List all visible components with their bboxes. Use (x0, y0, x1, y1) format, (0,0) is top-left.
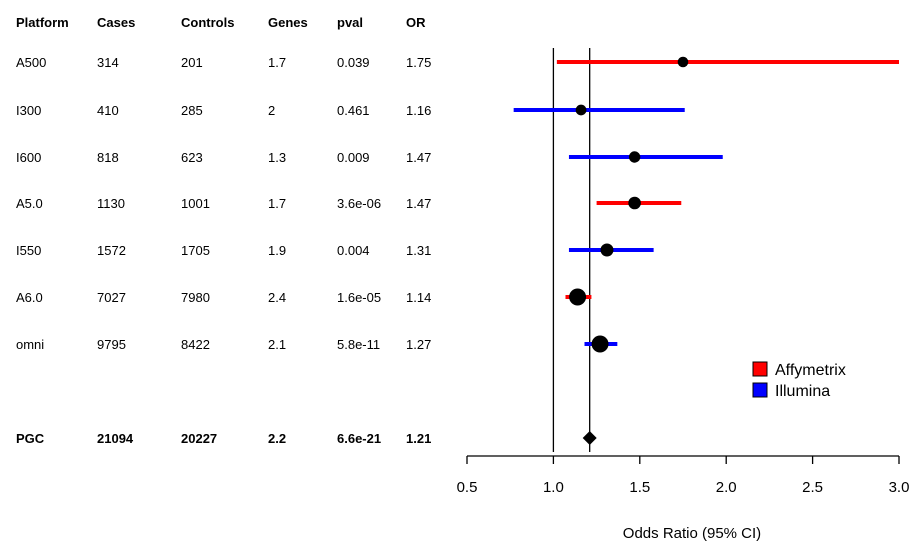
table-cell-pval: 0.004 (337, 243, 370, 258)
table-cell-or_label: 1.27 (406, 337, 431, 352)
table-cell-controls: 7980 (181, 290, 210, 305)
summary-cell-genes: 2.2 (268, 431, 286, 446)
table-cell-controls: 1001 (181, 196, 210, 211)
table-cell-platform: A500 (16, 55, 46, 70)
legend-swatch-illumina (752, 382, 768, 398)
summary-cell-or_label: 1.21 (406, 431, 431, 446)
data-table: Platform Cases Controls Genes pval OR A500 314 2… (16, 15, 431, 446)
or-point-a6-0 (569, 288, 587, 306)
table-cell-genes: 1.7 (268, 55, 286, 70)
table-cell-cases: 1572 (97, 243, 126, 258)
table-cell-pval: 0.461 (337, 103, 370, 118)
table-cell-or_label: 1.47 (406, 150, 431, 165)
column-header-controls: Controls (181, 15, 234, 30)
table-cell-cases: 1130 (97, 196, 125, 211)
table-cell-or_label: 1.16 (406, 103, 431, 118)
or-point-omni (591, 335, 609, 353)
summary-cell-cases: 21094 (97, 431, 134, 446)
table-cell-pval: 5.8e-11 (337, 337, 380, 352)
x-tick-label: 1.0 (543, 479, 564, 496)
or-point-i300 (575, 104, 587, 116)
or-point-a5-0 (628, 196, 641, 210)
table-cell-controls: 623 (181, 150, 203, 165)
table-cell-pval: 0.039 (337, 55, 370, 70)
or-point-i600 (628, 151, 641, 163)
table-cell-platform: A6.0 (16, 290, 43, 305)
table-cell-pval: 3.6e-06 (337, 196, 381, 211)
legend-label-illumina: Illumina (775, 383, 830, 400)
legend-label-affymetrix: Affymetrix (775, 362, 846, 379)
legend: Affymetrix Illumina (752, 361, 846, 400)
column-header-cases: Cases (97, 15, 135, 30)
x-tick-label: 3.0 (889, 479, 910, 496)
x-tick-label: 1.5 (629, 479, 650, 496)
x-tick-label: 0.5 (457, 479, 478, 496)
summary-cell-controls: 20227 (181, 431, 217, 446)
x-axis-title: Odds Ratio (95% CI) (623, 525, 761, 542)
table-cell-cases: 410 (97, 103, 119, 118)
or-point-a500 (677, 56, 689, 68)
table-cell-pval: 1.6e-05 (337, 290, 381, 305)
table-cell-platform: I550 (16, 243, 41, 258)
table-cell-controls: 201 (181, 55, 203, 70)
column-header-genes: Genes (268, 15, 308, 30)
table-cell-platform: I300 (16, 103, 41, 118)
table-cell-pval: 0.009 (337, 150, 370, 165)
column-header-platform: Platform (16, 15, 69, 30)
table-cell-controls: 8422 (181, 337, 210, 352)
column-header-pval: pval (337, 15, 363, 30)
table-cell-controls: 285 (181, 103, 203, 118)
table-cell-genes: 1.9 (268, 243, 286, 258)
or-point-i550 (600, 243, 614, 257)
table-cell-platform: A5.0 (16, 196, 43, 211)
table-cell-genes: 2.4 (268, 290, 286, 305)
column-header-or: OR (406, 15, 426, 30)
table-cell-cases: 9795 (97, 337, 126, 352)
table-cell-or_label: 1.31 (406, 243, 431, 258)
x-tick-label: 2.0 (716, 479, 737, 496)
table-cell-or_label: 1.47 (406, 196, 431, 211)
table-cell-or_label: 1.75 (406, 55, 431, 70)
plot-area (513, 48, 899, 452)
table-cell-or_label: 1.14 (406, 290, 431, 305)
table-cell-genes: 1.7 (268, 196, 286, 211)
table-cell-controls: 1705 (181, 243, 210, 258)
legend-swatch-affymetrix (752, 361, 768, 377)
summary-cell-pval: 6.6e-21 (337, 431, 381, 446)
summary-cell-platform: PGC (16, 431, 45, 446)
table-cell-genes: 1.3 (268, 150, 286, 165)
table-cell-genes: 2 (268, 103, 275, 118)
x-tick-label: 2.5 (802, 479, 823, 496)
summary-diamond (582, 431, 597, 445)
x-axis: 0.5 1.0 1.5 2.0 2.5 3.0 Odds Ratio (95% CI) (457, 455, 910, 542)
table-cell-platform: omni (16, 337, 44, 352)
table-cell-genes: 2.1 (268, 337, 286, 352)
table-cell-cases: 7027 (97, 290, 126, 305)
table-cell-platform: I600 (16, 150, 41, 165)
table-cell-cases: 818 (97, 150, 119, 165)
table-cell-cases: 314 (97, 55, 119, 70)
